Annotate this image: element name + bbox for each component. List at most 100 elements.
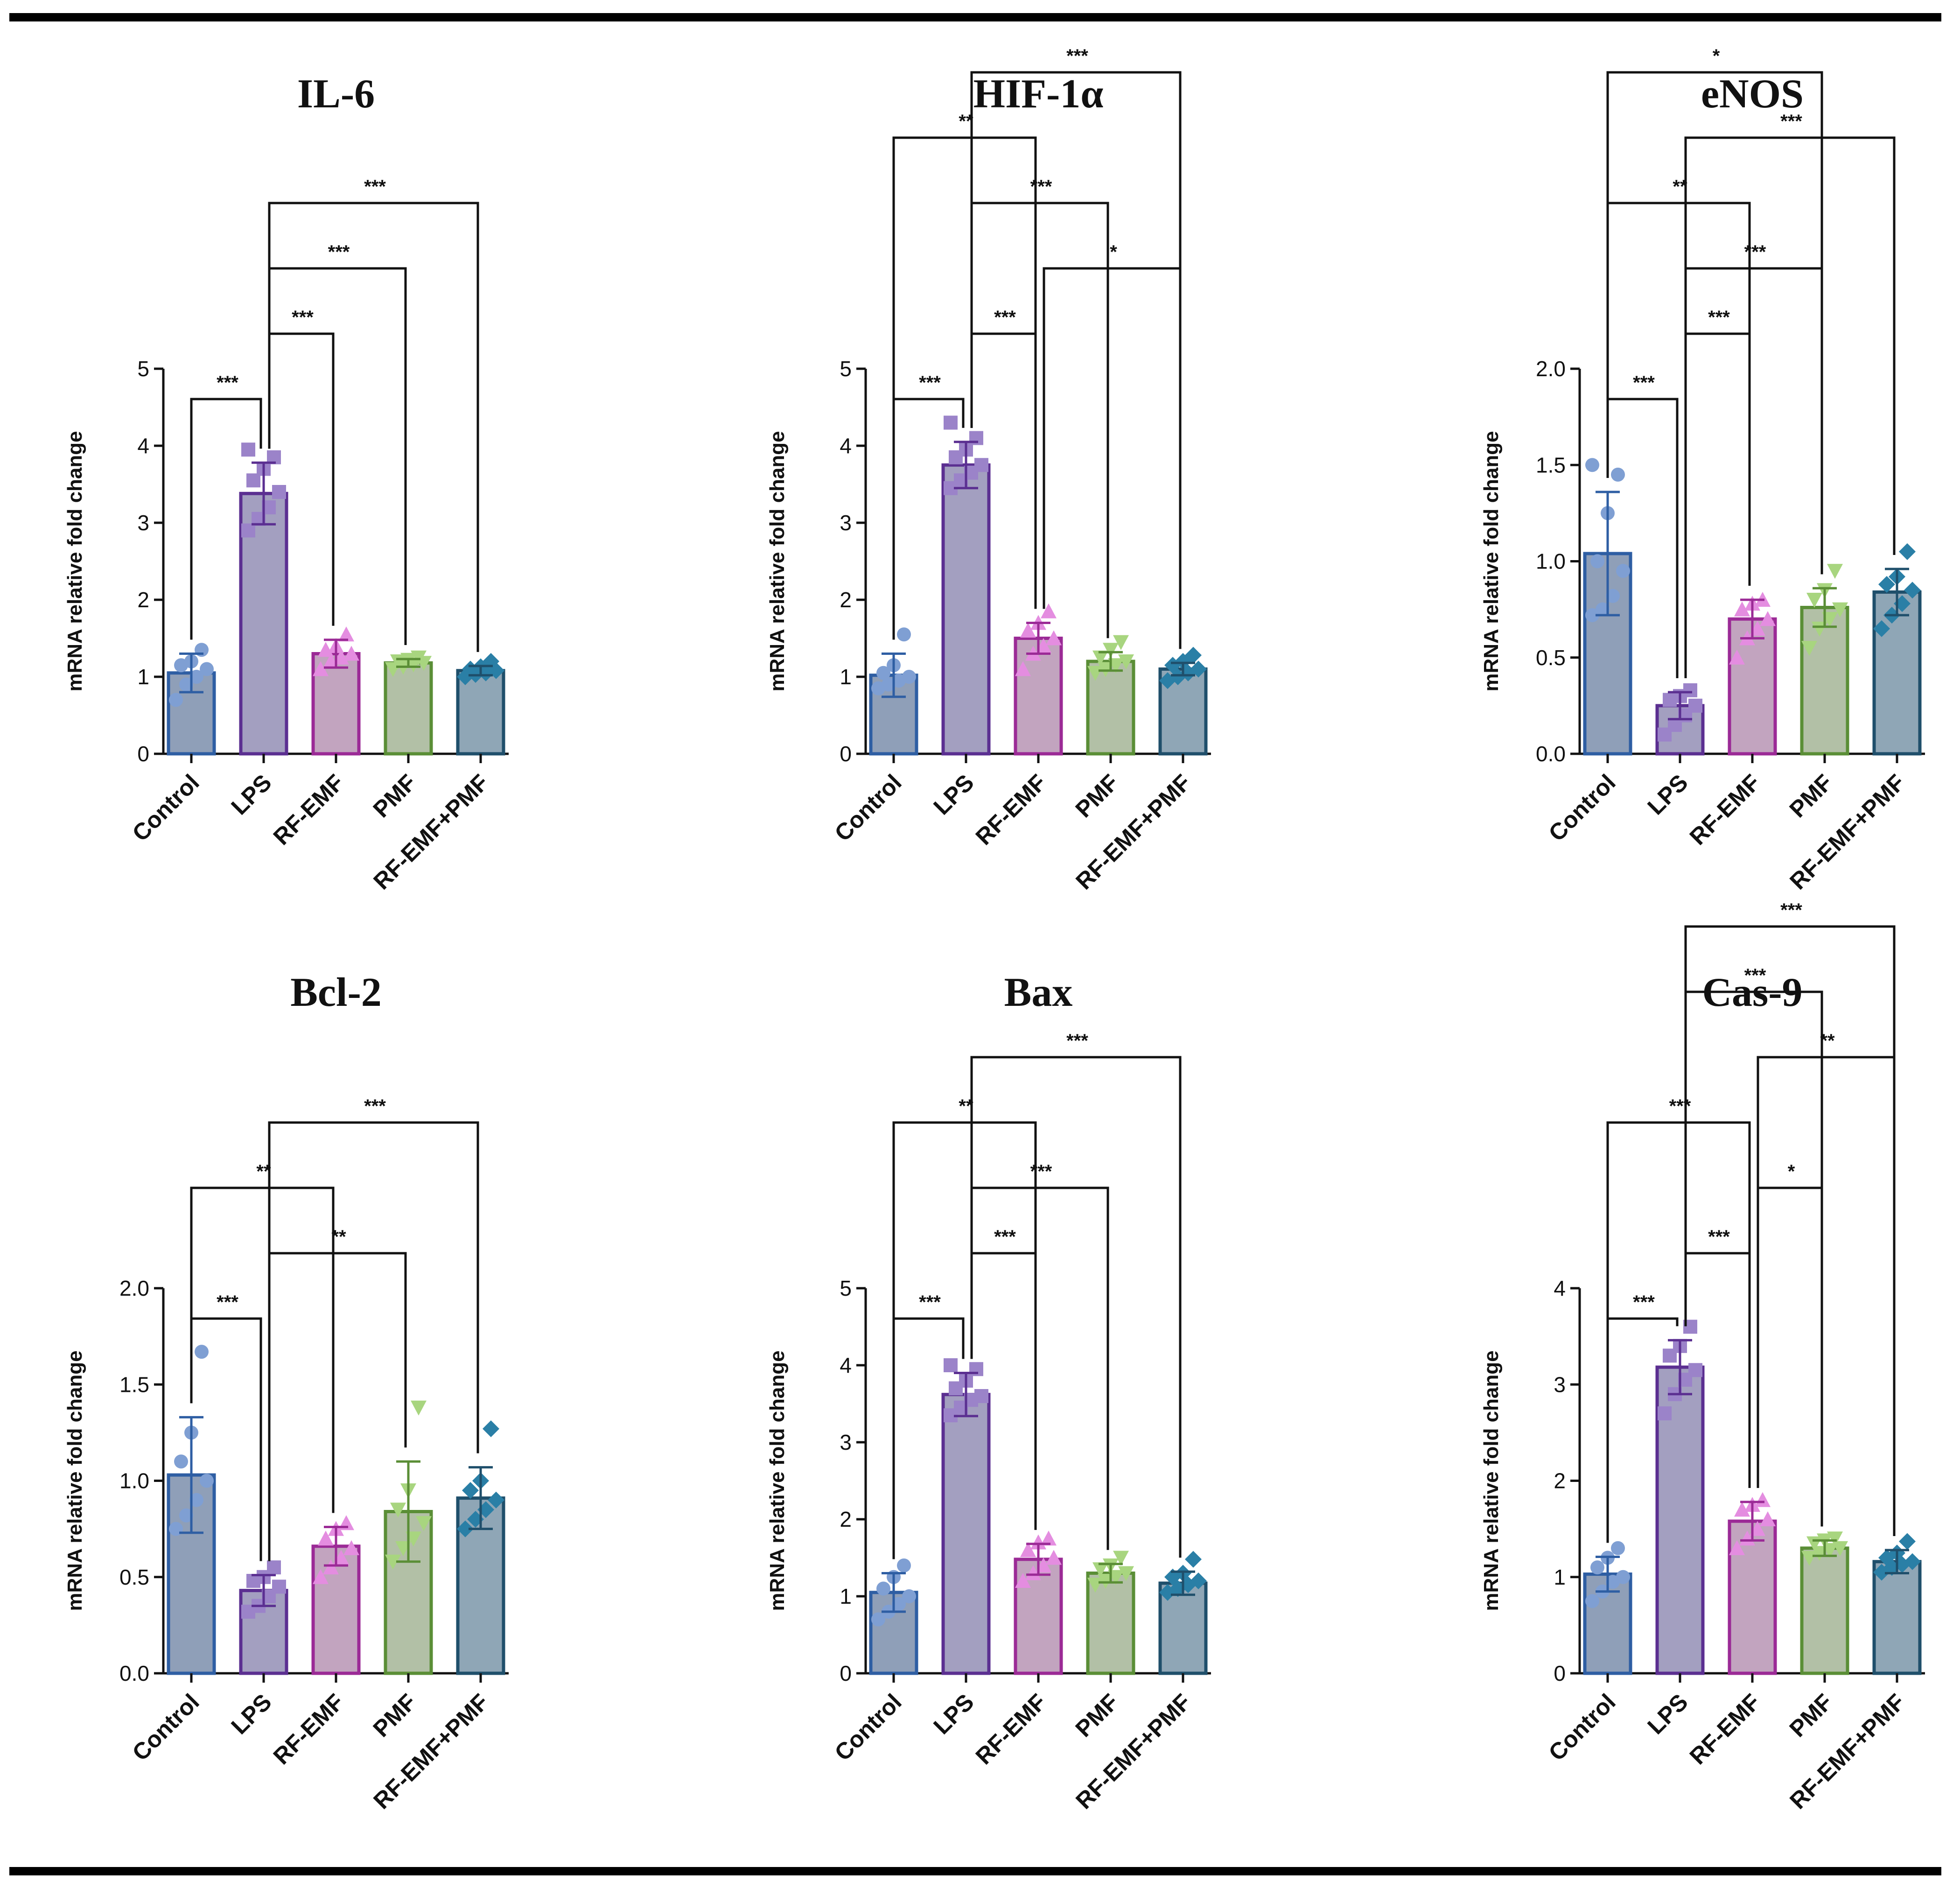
data-point xyxy=(1103,643,1119,658)
bracket-line xyxy=(1684,136,1896,678)
panel-title: HIF-1α xyxy=(973,71,1104,117)
y-tick-label: 0 xyxy=(840,742,852,766)
data-point xyxy=(871,1612,885,1627)
panel-bcl-2: Bcl-2 0.0 0.5 1.0 1.5 2.0 mRNA relative fold c… xyxy=(63,970,509,1814)
data-point xyxy=(1190,660,1207,678)
data-point xyxy=(1585,458,1599,472)
significance-bracket: ** xyxy=(1606,176,1751,586)
x-tick-label-lps: LPS xyxy=(928,1689,979,1739)
data-point xyxy=(944,1358,958,1372)
bracket-line xyxy=(268,267,407,646)
data-point xyxy=(902,670,916,684)
bracket-line xyxy=(1684,925,1896,1536)
significance-bracket: *** xyxy=(1606,1096,1751,1543)
x-tick-label-control: Control xyxy=(830,1689,907,1766)
x-tick-label-rf-emf: RF-EMF xyxy=(1685,769,1765,850)
significance-label: *** xyxy=(1633,372,1655,393)
bracket-line xyxy=(1757,1186,1823,1527)
data-point xyxy=(1734,1502,1750,1517)
significance-bracket: *** xyxy=(268,1096,479,1561)
y-tick-label: 1 xyxy=(840,665,852,689)
x-tick-label-lps: LPS xyxy=(226,769,276,820)
data-point xyxy=(1832,602,1848,618)
y-tick-label: 3 xyxy=(840,511,852,535)
data-point xyxy=(902,1589,916,1603)
data-point xyxy=(189,1493,203,1507)
data-point xyxy=(416,1516,432,1531)
data-point xyxy=(1611,1541,1625,1555)
significance-label: *** xyxy=(1066,1031,1088,1051)
data-point xyxy=(1755,1492,1771,1507)
panel-bax: Bax 0 1 2 3 4 5 mRNA relative fold change Contro… xyxy=(766,970,1211,1814)
y-tick-label: 0.5 xyxy=(1536,646,1566,670)
bracket-line xyxy=(1684,990,1823,1527)
panel-il-6: IL-6 0 1 2 3 4 5 mRNA relative fold change Contr… xyxy=(63,71,509,895)
significance-label: *** xyxy=(1708,1227,1730,1247)
data-point xyxy=(318,1530,334,1546)
x-tick-label-control: Control xyxy=(1544,1689,1621,1766)
y-axis-label: mRNA relative fold change xyxy=(63,431,86,691)
data-point xyxy=(189,670,203,684)
data-point xyxy=(457,1520,474,1537)
significance-bracket: ** xyxy=(190,1161,335,1513)
data-point xyxy=(411,1400,427,1416)
data-point xyxy=(1046,630,1062,646)
significance-bracket: *** xyxy=(1684,965,1823,1527)
data-point xyxy=(1760,1511,1776,1526)
panel-title: Bcl-2 xyxy=(290,970,382,1015)
data-point xyxy=(267,1560,281,1575)
bar-lps xyxy=(941,1393,991,1675)
significance-bracket: *** xyxy=(970,176,1109,639)
data-point xyxy=(876,666,890,680)
significance-label: *** xyxy=(1708,307,1730,328)
data-point xyxy=(1113,635,1129,650)
y-tick-label: 4 xyxy=(840,434,852,458)
y-axis-label: mRNA relative fold change xyxy=(766,1350,789,1611)
significance-label: *** xyxy=(1744,242,1766,262)
y-tick-label: 0 xyxy=(1554,1661,1566,1685)
significance-bracket: *** xyxy=(970,46,1182,649)
y-tick-label: 5 xyxy=(137,357,149,381)
data-point xyxy=(200,1474,214,1488)
bracket-line xyxy=(892,1121,1037,1559)
data-point xyxy=(1899,543,1916,560)
significance-bracket: *** xyxy=(190,372,262,640)
bar-pmf xyxy=(384,661,433,756)
data-point xyxy=(1806,593,1822,608)
significance-label: *** xyxy=(328,242,350,262)
y-tick-label: 2 xyxy=(840,1507,852,1531)
significance-label: *** xyxy=(292,307,314,328)
data-point xyxy=(200,662,214,676)
data-point xyxy=(1904,582,1921,599)
x-tick-label-control: Control xyxy=(127,1689,204,1766)
bracket-line xyxy=(268,202,479,652)
y-tick-label: 0 xyxy=(137,742,149,766)
bracket-line xyxy=(190,1186,335,1513)
data-point xyxy=(1683,683,1697,697)
y-tick-label: 1.5 xyxy=(1536,453,1566,477)
bar-pmf xyxy=(1800,606,1849,756)
x-tick-label-pmf: PMF xyxy=(368,1689,421,1742)
data-point xyxy=(179,1508,193,1523)
y-tick-label: 0.0 xyxy=(119,1661,149,1685)
x-tick-label-rf-emf: RF-EMF xyxy=(268,1689,349,1769)
data-point xyxy=(1899,1533,1916,1550)
data-point xyxy=(1801,1551,1817,1566)
data-point xyxy=(1616,1570,1630,1584)
panel-title: Bax xyxy=(1004,970,1073,1015)
y-tick-label: 5 xyxy=(840,357,852,381)
data-point xyxy=(1832,1541,1848,1556)
significance-bracket: ** xyxy=(1757,1031,1896,1536)
data-point xyxy=(488,1491,504,1509)
data-point xyxy=(1760,611,1776,626)
panel-title: IL-6 xyxy=(297,71,375,117)
significance-label: *** xyxy=(919,1292,941,1312)
y-tick-label: 1 xyxy=(1554,1565,1566,1589)
data-point xyxy=(1611,467,1625,482)
y-tick-label: 4 xyxy=(840,1353,852,1377)
data-point xyxy=(1616,564,1630,578)
data-point xyxy=(385,1554,401,1570)
significance-bracket: *** xyxy=(1684,111,1896,678)
